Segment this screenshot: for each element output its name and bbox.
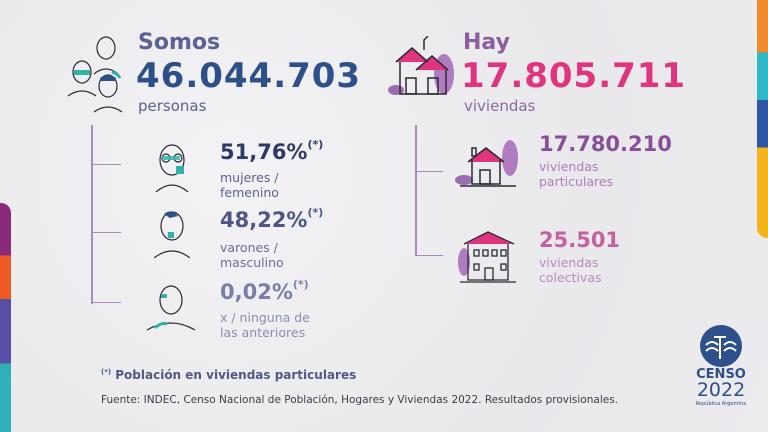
label-x: x / ninguna de las anteriores: [220, 310, 310, 340]
censo-logo-emblem: [700, 325, 742, 367]
housing-total: 17.805.711: [461, 56, 687, 96]
decorative-strip-right: [757, 0, 768, 238]
censo-emblem-icon: [705, 336, 737, 359]
logo-year: 2022: [696, 379, 746, 401]
private-dwellings-label: viviendas particulares: [539, 159, 614, 189]
tree-branch: [415, 255, 443, 256]
tree-branch: [91, 302, 121, 303]
tree-branch: [415, 171, 443, 172]
decorative-strip-left: [0, 203, 11, 432]
population-unit: personas: [138, 97, 207, 115]
pct-female: 51,76%(*): [220, 138, 324, 164]
label-male: varones / masculino: [220, 240, 284, 270]
population-intro: Somos: [138, 30, 221, 55]
man-face-icon: [153, 211, 191, 258]
tree-line-population: [91, 125, 93, 304]
footnote: (*) Población en viviendas particulares: [101, 368, 357, 382]
house-icon: [388, 36, 454, 95]
private-dwellings-count: 17.780.210: [539, 132, 672, 156]
source-note: Fuente: INDEC, Censo Nacional de Poblaci…: [101, 394, 619, 406]
woman-face-icon: [155, 144, 189, 192]
logo-country: República Argentina: [695, 401, 747, 407]
pct-x: 0,02%(*): [220, 278, 309, 304]
tree-line-housing: [415, 125, 417, 256]
pct-male: 48,22%(*): [220, 206, 324, 232]
single-house-icon: [455, 140, 518, 187]
housing-unit: viviendas: [464, 97, 536, 115]
housing-intro: Hay: [463, 30, 510, 55]
tree-branch: [91, 232, 121, 233]
collective-dwellings-count: 25.501: [539, 228, 621, 252]
tree-branch: [91, 164, 121, 165]
population-total: 46.044.703: [136, 56, 362, 96]
logo-title: CENSO: [696, 367, 746, 382]
collective-building-icon: [458, 231, 516, 283]
people-group-icon: [67, 36, 123, 113]
label-female: mujeres / femenino: [220, 170, 279, 200]
collective-dwellings-label: viviendas colectivas: [539, 255, 602, 285]
person-x-face-icon: [146, 285, 196, 331]
